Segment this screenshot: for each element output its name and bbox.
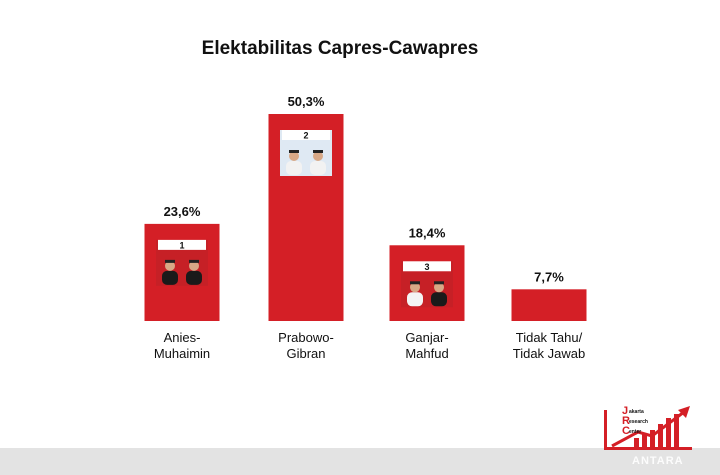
logo-word-akarta: akarta [629, 409, 644, 415]
candidate-0-person-a-body [162, 270, 178, 285]
candidate-0-person-b-hair [189, 259, 199, 263]
value-label-1: 50,3% [288, 94, 325, 109]
candidate-2-person-a-hair [410, 281, 420, 285]
candidate-2-person-b-head [434, 282, 444, 293]
candidate-number-2: 3 [424, 262, 429, 272]
logo-word-esearch: esearch [629, 419, 648, 425]
bar-3 [511, 289, 587, 321]
category-label-0-line-0: Anies- [164, 330, 201, 345]
candidate-2-person-a-head [410, 282, 420, 293]
category-label-0-line-1: Muhaimin [154, 346, 210, 361]
value-label-2: 18,4% [409, 225, 446, 240]
candidate-1-person-a-body [286, 161, 302, 175]
candidate-number-0: 1 [179, 240, 184, 250]
category-label-2-line-0: Ganjar- [405, 330, 448, 345]
candidate-number-box-1 [282, 130, 330, 140]
candidate-1-person-a-hair [289, 150, 299, 153]
value-label-3: 7,7% [534, 269, 564, 284]
logo-letter-r: R [622, 415, 630, 427]
logo-letters: J R C [622, 405, 630, 437]
chart-title: Elektabilitas Capres-Cawapres [201, 38, 479, 59]
candidate-0-person-a-hair [165, 259, 175, 263]
candidate-number-box-2 [403, 261, 451, 272]
logo-trend-arrow-icon [604, 406, 692, 450]
category-label-2-line-1: Mahfud [405, 346, 448, 361]
bar-chart: 23,6% Anies-Muhaimin 1 50,3% Prabowo-Gibran 2… [144, 94, 587, 361]
bottom-strip [0, 448, 720, 475]
value-label-0: 23,6% [164, 204, 201, 219]
candidate-2-person-a-body [407, 292, 423, 307]
candidate-2-person-b-hair [434, 281, 444, 285]
category-label-3-line-0: Tidak Tahu/ [516, 330, 583, 345]
category-label-3-line-1: Tidak Jawab [513, 346, 586, 361]
candidate-0-person-a-head [165, 260, 175, 271]
candidate-1-person-a-head [289, 151, 299, 161]
slide-background [0, 0, 720, 448]
candidate-2-person-b-body [431, 292, 447, 307]
candidate-number-box-0 [158, 239, 206, 250]
category-label-1-line-1: Gibran [286, 346, 325, 361]
candidate-1-person-b-hair [313, 150, 323, 153]
candidate-0-person-b-body [186, 270, 202, 285]
logo-letter-c: C [622, 425, 630, 437]
jrc-logo: J R C akarta esearch enter [600, 402, 696, 454]
candidate-0-person-b-head [189, 260, 199, 271]
logo-word-enter: enter [629, 429, 642, 435]
candidate-1-person-b-head [313, 151, 323, 161]
logo-words: akarta esearch enter [629, 407, 648, 437]
logo-letter-j: J [622, 405, 629, 417]
candidate-number-1: 2 [303, 131, 308, 141]
category-label-1-line-0: Prabowo- [278, 330, 334, 345]
antara-watermark: ANTARA [632, 455, 684, 467]
candidate-1-person-b-body [310, 161, 326, 175]
